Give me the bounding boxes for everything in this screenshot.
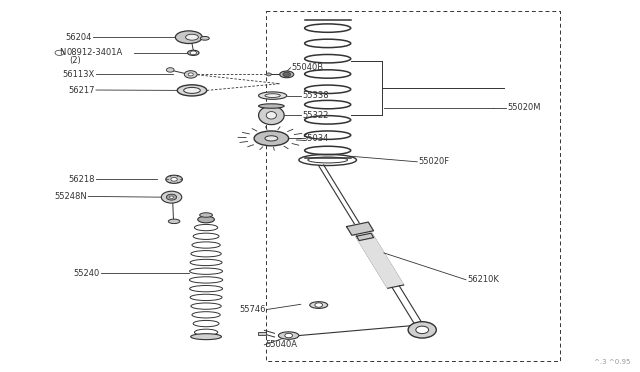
Circle shape <box>315 303 323 307</box>
Text: 55240: 55240 <box>74 269 100 278</box>
Circle shape <box>166 68 174 72</box>
Text: 55248N: 55248N <box>54 192 87 201</box>
Ellipse shape <box>280 71 294 78</box>
Text: 55040B: 55040B <box>292 63 324 72</box>
Text: 55020M: 55020M <box>507 103 540 112</box>
Polygon shape <box>356 233 374 241</box>
Polygon shape <box>346 222 374 235</box>
Ellipse shape <box>175 31 202 44</box>
Text: 55322: 55322 <box>303 111 329 120</box>
Text: 55020F: 55020F <box>419 157 450 166</box>
Text: 55040A: 55040A <box>266 340 298 349</box>
Ellipse shape <box>191 334 221 340</box>
Ellipse shape <box>200 36 209 40</box>
Polygon shape <box>354 230 403 288</box>
Circle shape <box>283 72 291 77</box>
Ellipse shape <box>198 216 214 223</box>
Text: 56113X: 56113X <box>63 70 95 79</box>
Circle shape <box>161 191 182 203</box>
Ellipse shape <box>266 112 276 119</box>
Text: 55034: 55034 <box>303 134 329 143</box>
Ellipse shape <box>259 104 284 108</box>
Circle shape <box>416 326 429 334</box>
Circle shape <box>170 196 173 198</box>
Text: 56204: 56204 <box>65 33 92 42</box>
Text: 56210K: 56210K <box>467 275 499 284</box>
Ellipse shape <box>259 106 284 125</box>
Bar <box>258 332 266 335</box>
Ellipse shape <box>186 34 198 40</box>
Ellipse shape <box>168 219 180 224</box>
Text: 08912-3401A: 08912-3401A <box>67 48 123 57</box>
Circle shape <box>285 333 292 338</box>
Ellipse shape <box>166 175 182 183</box>
Circle shape <box>184 71 197 78</box>
Ellipse shape <box>259 92 287 99</box>
Ellipse shape <box>184 87 200 93</box>
Text: (2): (2) <box>69 56 81 65</box>
Text: 56218: 56218 <box>68 175 95 184</box>
Text: 55338: 55338 <box>303 91 330 100</box>
Circle shape <box>171 177 177 181</box>
Text: 55746: 55746 <box>239 305 266 314</box>
Circle shape <box>166 194 177 200</box>
Ellipse shape <box>278 332 299 339</box>
Ellipse shape <box>265 94 280 97</box>
Circle shape <box>408 322 436 338</box>
Ellipse shape <box>188 50 199 55</box>
Ellipse shape <box>254 131 289 146</box>
Ellipse shape <box>310 302 328 308</box>
Circle shape <box>190 51 196 55</box>
Ellipse shape <box>200 213 212 217</box>
Ellipse shape <box>177 85 207 96</box>
Ellipse shape <box>265 136 278 141</box>
Circle shape <box>188 73 193 76</box>
Text: ^.3 ^0.95: ^.3 ^0.95 <box>594 359 630 365</box>
Circle shape <box>266 73 271 76</box>
Text: 56217: 56217 <box>68 86 95 94</box>
Text: N: N <box>60 48 66 57</box>
